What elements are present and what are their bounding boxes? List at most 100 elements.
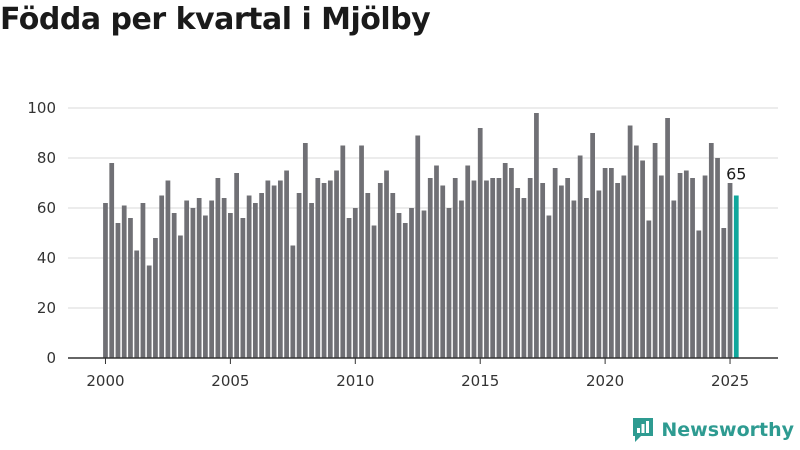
bar — [302, 143, 308, 358]
brand-name: Newsworthy — [661, 419, 794, 441]
bar — [228, 213, 233, 358]
bar — [215, 178, 221, 358]
bar — [134, 250, 140, 358]
bar — [552, 168, 558, 358]
bar — [702, 175, 708, 358]
bar — [234, 173, 240, 358]
bar — [608, 168, 614, 358]
bar — [665, 118, 670, 358]
bar-latest — [733, 195, 739, 358]
y-tick-label: 100 — [27, 99, 56, 117]
bar — [203, 215, 208, 358]
bar — [115, 223, 121, 358]
bar — [646, 220, 652, 358]
annotations: 65 — [726, 165, 746, 184]
bar — [371, 225, 377, 358]
bar — [465, 165, 471, 358]
bar — [184, 200, 190, 358]
bar — [521, 198, 527, 358]
brand-logo: Newsworthy — [631, 416, 794, 444]
bar — [534, 113, 539, 358]
bar — [715, 158, 720, 358]
bar — [683, 170, 689, 358]
bar — [240, 218, 246, 358]
bar — [633, 145, 639, 358]
last-value-label: 65 — [726, 165, 746, 184]
bar — [565, 178, 571, 358]
bar — [640, 160, 645, 358]
bar — [252, 203, 258, 358]
bar — [171, 213, 177, 358]
bar — [265, 180, 271, 358]
bar — [409, 208, 414, 358]
bar — [359, 145, 364, 358]
bar — [477, 128, 483, 358]
bar — [496, 178, 502, 358]
bar — [140, 203, 146, 358]
bar — [321, 183, 327, 358]
bar — [658, 175, 664, 358]
bar — [590, 133, 596, 358]
bar — [327, 180, 333, 358]
bar — [615, 183, 620, 358]
bar — [559, 185, 564, 358]
bar — [421, 210, 427, 358]
bar — [571, 200, 577, 358]
bar — [221, 198, 227, 358]
bar — [271, 185, 277, 358]
bar — [346, 218, 352, 358]
bar — [527, 178, 533, 358]
bar — [128, 218, 133, 358]
bar — [415, 135, 421, 358]
bar — [621, 175, 627, 358]
bar — [246, 195, 252, 358]
x-tick-label: 2005 — [211, 372, 249, 390]
bar — [103, 203, 108, 358]
bar — [259, 193, 264, 358]
bar — [309, 203, 314, 358]
bar — [696, 230, 702, 358]
bar — [540, 183, 546, 358]
bar — [546, 215, 552, 358]
bar — [196, 198, 202, 358]
bar — [440, 185, 446, 358]
bar — [484, 180, 489, 358]
bar — [384, 170, 389, 358]
bar — [190, 208, 196, 358]
bar — [452, 178, 458, 358]
bar — [690, 178, 695, 358]
y-tick-label: 0 — [46, 349, 56, 367]
bar — [290, 245, 296, 358]
y-tick-label: 20 — [37, 299, 56, 317]
bar — [377, 183, 383, 358]
bar — [296, 193, 302, 358]
bar — [340, 145, 346, 358]
newsworthy-chart-bubble-icon — [633, 418, 654, 442]
bar — [109, 163, 115, 358]
chart-title: Födda per kvartal i Mjölby — [0, 2, 431, 37]
bar — [396, 213, 402, 358]
bar — [165, 180, 171, 358]
bar — [577, 155, 583, 358]
y-tick-label: 60 — [37, 199, 56, 217]
bar — [334, 170, 339, 358]
bar — [277, 180, 283, 358]
bar — [390, 193, 396, 358]
bar — [315, 178, 321, 358]
bar — [471, 180, 477, 358]
bar — [677, 173, 683, 358]
bar — [721, 228, 727, 358]
x-tick-label: 2020 — [586, 372, 624, 390]
bar — [159, 195, 165, 358]
bar — [352, 208, 358, 358]
bar — [708, 143, 714, 358]
bar — [146, 265, 152, 358]
bar — [427, 178, 433, 358]
bar — [509, 168, 514, 358]
bar — [490, 178, 496, 358]
bar — [515, 188, 521, 358]
bar — [121, 205, 127, 358]
x-tick-label: 2000 — [86, 372, 124, 390]
bars — [103, 113, 739, 358]
bar — [209, 200, 215, 358]
